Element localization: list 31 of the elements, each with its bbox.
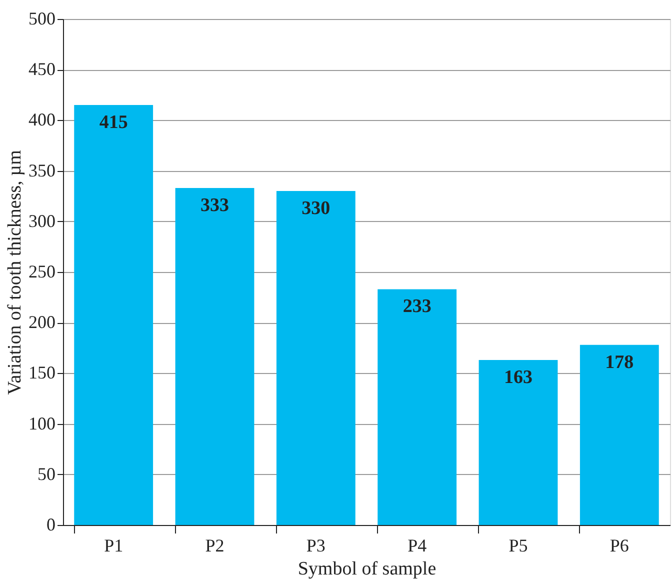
y-tick-label: 350 bbox=[28, 160, 56, 180]
bar bbox=[74, 105, 154, 525]
x-tick-label: P6 bbox=[610, 536, 629, 556]
y-tick-label: 150 bbox=[28, 362, 56, 383]
data-label: 163 bbox=[504, 367, 532, 388]
x-tick-label: P1 bbox=[104, 536, 124, 556]
bar bbox=[580, 344, 659, 525]
data-label: 415 bbox=[99, 112, 128, 134]
data-label: 233 bbox=[402, 296, 432, 318]
bar bbox=[378, 289, 457, 525]
x-tick-label: P3 bbox=[306, 536, 326, 556]
y-tick-label: 500 bbox=[28, 8, 56, 28]
y-tick-label: 400 bbox=[28, 110, 56, 130]
y-tick-label: 0 bbox=[46, 514, 56, 534]
y-tick-label: 200 bbox=[28, 312, 56, 332]
data-label: 330 bbox=[302, 198, 330, 220]
y-tick-label: 250 bbox=[28, 262, 56, 282]
x-tick-label: P4 bbox=[408, 536, 427, 556]
data-label: 178 bbox=[605, 352, 634, 373]
x-axis-title: Symbol of sample bbox=[298, 558, 436, 580]
bar bbox=[478, 360, 558, 525]
data-label: 333 bbox=[200, 195, 229, 216]
y-tick-label: 450 bbox=[28, 59, 56, 80]
y-tick-label: 100 bbox=[28, 413, 56, 434]
bar bbox=[175, 188, 254, 525]
x-tick-label: P2 bbox=[205, 536, 224, 556]
y-tick-label: 300 bbox=[28, 210, 56, 231]
x-tick-label: P5 bbox=[508, 536, 528, 556]
y-tick-label: 50 bbox=[38, 464, 56, 484]
y-axis-title: Variation of tooth thickness, µm bbox=[4, 150, 26, 395]
bar bbox=[276, 191, 356, 525]
